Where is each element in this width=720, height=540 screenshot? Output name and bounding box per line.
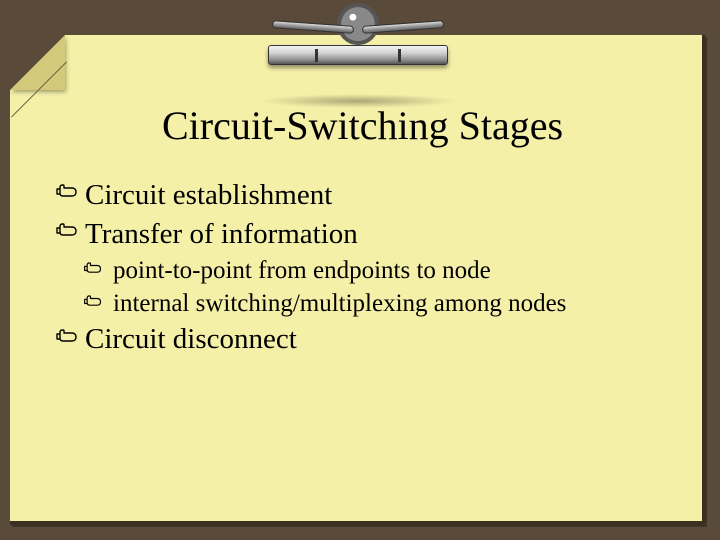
- binder-clip: [268, 3, 448, 71]
- pointing-hand-icon: [55, 179, 79, 203]
- bullet-list: Circuit establishment Transfer of inform…: [55, 177, 670, 358]
- bullet-text: point-to-point from endpoints to node: [113, 257, 491, 284]
- bullet-text: Transfer of information: [85, 218, 358, 250]
- list-item: point-to-point from endpoints to node: [83, 255, 670, 287]
- slide-note: Circuit-Switching Stages Circuit establi…: [10, 35, 705, 530]
- list-item: Circuit disconnect: [55, 321, 670, 358]
- slide-title: Circuit-Switching Stages: [55, 102, 670, 149]
- bullet-text: Circuit establishment: [85, 179, 332, 211]
- pointing-hand-icon: [55, 218, 79, 242]
- slide-content: Circuit-Switching Stages Circuit establi…: [10, 90, 705, 360]
- clip-shadow: [258, 94, 458, 108]
- clip-bar-icon: [268, 45, 448, 65]
- pointing-hand-icon: [83, 258, 103, 278]
- clip-ring-icon: [337, 3, 379, 45]
- pointing-hand-icon: [55, 324, 79, 348]
- bullet-text: internal switching/multiplexing among no…: [113, 290, 566, 317]
- list-item: internal switching/multiplexing among no…: [83, 288, 670, 320]
- bullet-text: Circuit disconnect: [85, 323, 297, 355]
- pointing-hand-icon: [83, 291, 103, 311]
- list-item: Circuit establishment: [55, 177, 670, 214]
- page-fold-cut: [10, 35, 65, 90]
- list-item: Transfer of information: [55, 216, 670, 253]
